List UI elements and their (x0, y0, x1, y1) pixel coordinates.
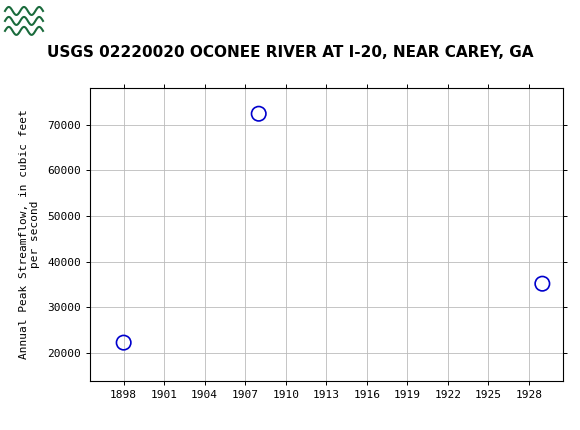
FancyBboxPatch shape (4, 4, 44, 37)
Point (254, 110, 263, 117)
Text: USGS 02220020 OCONEE RIVER AT I-20, NEAR CAREY, GA: USGS 02220020 OCONEE RIVER AT I-20, NEAR… (47, 45, 533, 60)
Point (119, 339, 128, 346)
Point (538, 280, 547, 287)
Y-axis label: Annual Peak Streamflow, in cubic feet
per second: Annual Peak Streamflow, in cubic feet pe… (19, 110, 40, 359)
Text: USGS: USGS (52, 11, 116, 31)
